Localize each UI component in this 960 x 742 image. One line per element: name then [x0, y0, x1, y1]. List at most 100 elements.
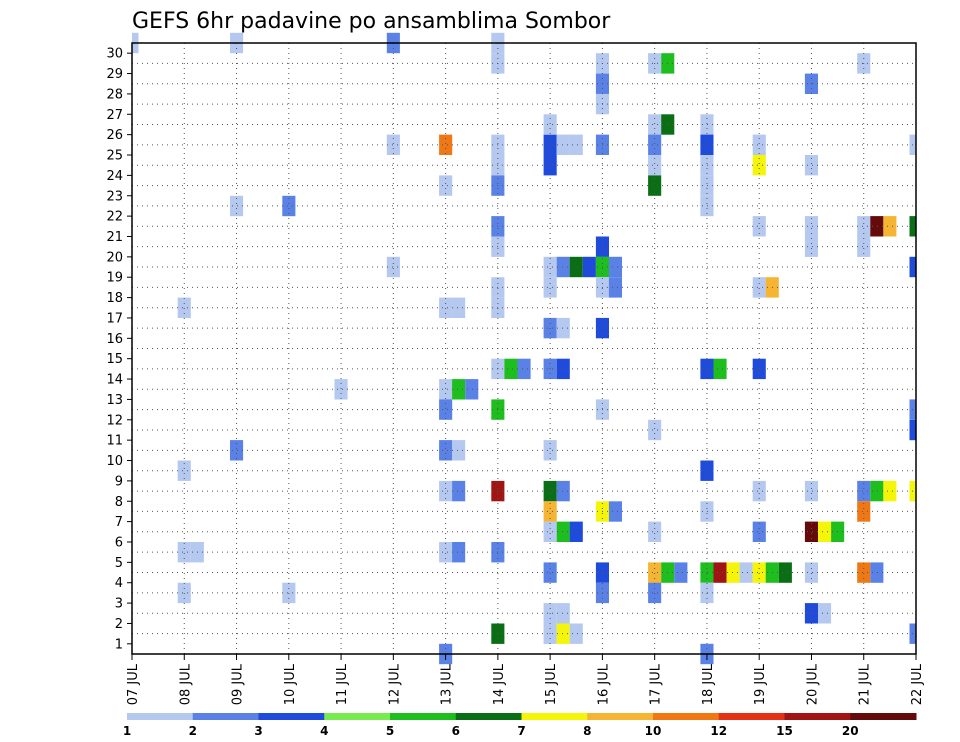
heat-cell — [439, 399, 453, 420]
heat-cell — [282, 195, 296, 217]
y-tick-label: 17 — [106, 311, 123, 326]
heat-cell — [648, 134, 662, 155]
cells-layer — [132, 32, 916, 665]
legend-label: 3 — [254, 724, 262, 738]
heat-cell — [556, 603, 570, 624]
heat-cell — [177, 582, 191, 604]
legend-label: 10 — [645, 724, 662, 738]
y-tick-label: 22 — [106, 210, 123, 225]
y-tick-label: 1 — [115, 637, 123, 652]
heat-cell — [700, 501, 714, 522]
heat-cell — [569, 134, 583, 155]
heat-cell — [700, 134, 714, 155]
legend-swatch — [718, 713, 785, 720]
heat-cell — [543, 501, 557, 522]
heat-cell — [543, 440, 557, 461]
heat-cell — [556, 480, 570, 502]
heat-cell — [883, 480, 897, 502]
x-tick-label: 13 JUL — [440, 663, 455, 705]
heat-cell — [608, 501, 622, 522]
x-tick-label: 21 JUL — [858, 663, 873, 705]
grid-layer — [132, 43, 916, 654]
chart-title: GEFS 6hr padavine po ansamblima Sombor — [132, 9, 611, 34]
heat-cell — [804, 216, 818, 237]
heat-cell — [804, 521, 818, 542]
y-tick-label: 30 — [106, 47, 123, 62]
heat-cell — [857, 236, 871, 257]
legend-swatch — [850, 713, 917, 720]
heat-cell — [752, 155, 766, 176]
legend-swatch — [455, 713, 522, 720]
heat-cell — [739, 562, 753, 583]
legend-swatch — [127, 713, 194, 720]
legend-label: 4 — [320, 724, 328, 738]
x-tick-label: 12 JUL — [387, 663, 402, 705]
heat-cell — [582, 256, 596, 278]
heat-cell — [752, 216, 766, 237]
heat-cell — [517, 358, 531, 380]
heat-cell — [439, 480, 453, 502]
heat-cell — [752, 562, 766, 583]
legend-label: 2 — [189, 724, 197, 738]
heat-cell — [700, 114, 714, 135]
y-tick-label: 12 — [106, 413, 123, 428]
heat-cell — [713, 358, 727, 380]
heat-cell — [608, 256, 622, 278]
legend-swatch — [784, 713, 851, 720]
y-tick-label: 14 — [106, 373, 123, 388]
y-tick-label: 11 — [106, 434, 123, 449]
legend: 1 2 3 4 5 6 7 8 10 12 15 20 — [123, 713, 917, 738]
heat-cell — [778, 562, 792, 583]
x-tick-label: 22 JUL — [910, 663, 925, 705]
heat-cell — [648, 155, 662, 176]
legend-swatch — [192, 713, 259, 720]
x-tick-labels: 07 JUL 08 JUL 09 JUL 10 JUL 11 JUL 12 JUL 13 J… — [126, 663, 925, 705]
legend-label: 7 — [517, 724, 525, 738]
heat-cell — [439, 297, 453, 318]
heat-cell — [569, 521, 583, 542]
heat-cell — [648, 562, 662, 583]
heat-cell — [543, 114, 557, 135]
y-tick-label: 16 — [106, 332, 123, 347]
heat-cell — [818, 521, 832, 542]
heat-cell — [452, 480, 466, 502]
heat-cell — [857, 501, 871, 522]
y-tick-label: 6 — [115, 535, 123, 550]
heat-cell — [556, 134, 570, 155]
heat-cell — [700, 582, 714, 604]
y-tick-label: 19 — [106, 271, 123, 286]
y-tick-label: 18 — [106, 291, 123, 306]
heat-cell — [543, 155, 557, 176]
heat-cell — [648, 114, 662, 135]
heat-cell — [230, 440, 244, 461]
x-tick-label: 08 JUL — [178, 663, 193, 705]
y-tick-labels: 1234567891011121314151617181920212223242… — [106, 47, 123, 653]
heat-cell — [752, 521, 766, 542]
y-tick-label: 3 — [115, 597, 123, 612]
heat-cell — [713, 562, 727, 583]
x-tick-label: 10 JUL — [283, 663, 298, 705]
heat-cell — [883, 216, 897, 237]
heat-cell — [543, 521, 557, 542]
heat-cell — [230, 195, 244, 217]
heat-cell — [804, 155, 818, 176]
y-tick-label: 10 — [106, 454, 123, 469]
heat-cell — [543, 562, 557, 583]
x-tick-label: 18 JUL — [701, 663, 716, 705]
heat-cell — [439, 379, 453, 400]
y-tick-label: 5 — [115, 556, 123, 571]
heat-cell — [818, 603, 832, 624]
legend-label: 8 — [583, 724, 591, 738]
heat-cell — [700, 155, 714, 176]
heat-cell — [726, 562, 740, 583]
y-tick-label: 7 — [115, 515, 123, 530]
heat-cell — [804, 236, 818, 257]
heat-cell — [282, 582, 296, 604]
heat-cell — [452, 297, 466, 318]
heat-cell — [700, 175, 714, 196]
heat-cell — [804, 480, 818, 502]
plot-frame — [131, 42, 917, 655]
y-tick-label: 28 — [106, 87, 123, 102]
heat-cell — [556, 623, 570, 644]
heat-cell — [569, 256, 583, 278]
